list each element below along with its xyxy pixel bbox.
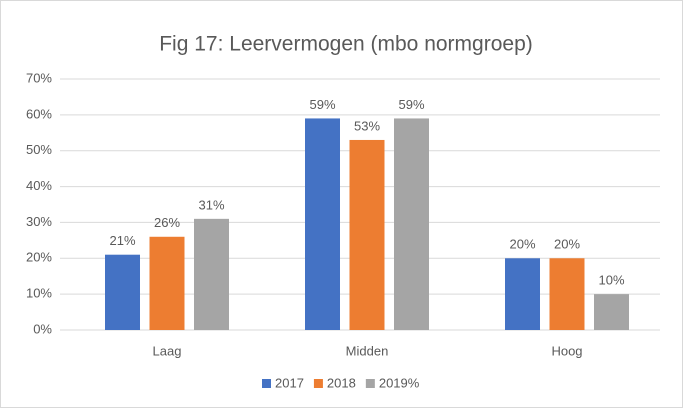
data-label: 10% — [598, 273, 624, 288]
bar — [394, 118, 429, 330]
x-tick-label: Hoog — [551, 343, 582, 358]
chart-title: Fig 17: Leervermogen (mbo normgroep) — [159, 33, 533, 56]
legend-label: 2017 — [275, 375, 304, 390]
legend-swatch — [262, 379, 271, 388]
legend-swatch — [313, 379, 323, 388]
bar — [194, 218, 229, 330]
legend-label: 2018 — [327, 375, 356, 390]
y-tick-label: 70% — [26, 70, 52, 85]
bar — [305, 118, 340, 330]
y-tick-label: 60% — [26, 106, 52, 121]
bar — [549, 258, 585, 330]
data-label: 26% — [154, 215, 180, 230]
y-tick-label: 30% — [26, 214, 52, 229]
bar — [594, 294, 629, 330]
data-label: 21% — [109, 233, 135, 248]
data-label: 59% — [398, 97, 424, 112]
bar — [105, 254, 140, 330]
data-label: 53% — [354, 118, 380, 133]
x-tick-label: Midden — [346, 343, 389, 358]
bar — [349, 139, 385, 330]
legend-swatch — [365, 379, 375, 388]
bar — [149, 236, 185, 330]
data-label: 31% — [198, 197, 224, 212]
y-tick-label: 0% — [33, 321, 52, 336]
x-tick-label: Laag — [153, 343, 182, 358]
y-tick-label: 10% — [26, 286, 52, 301]
y-tick-label: 40% — [26, 178, 52, 193]
bar — [505, 258, 540, 330]
legend-label: 2019% — [379, 375, 420, 390]
data-label: 59% — [309, 97, 335, 112]
y-tick-label: 20% — [26, 250, 52, 265]
data-label: 20% — [554, 237, 580, 252]
y-tick-label: 50% — [26, 142, 52, 157]
data-label: 20% — [509, 237, 535, 252]
